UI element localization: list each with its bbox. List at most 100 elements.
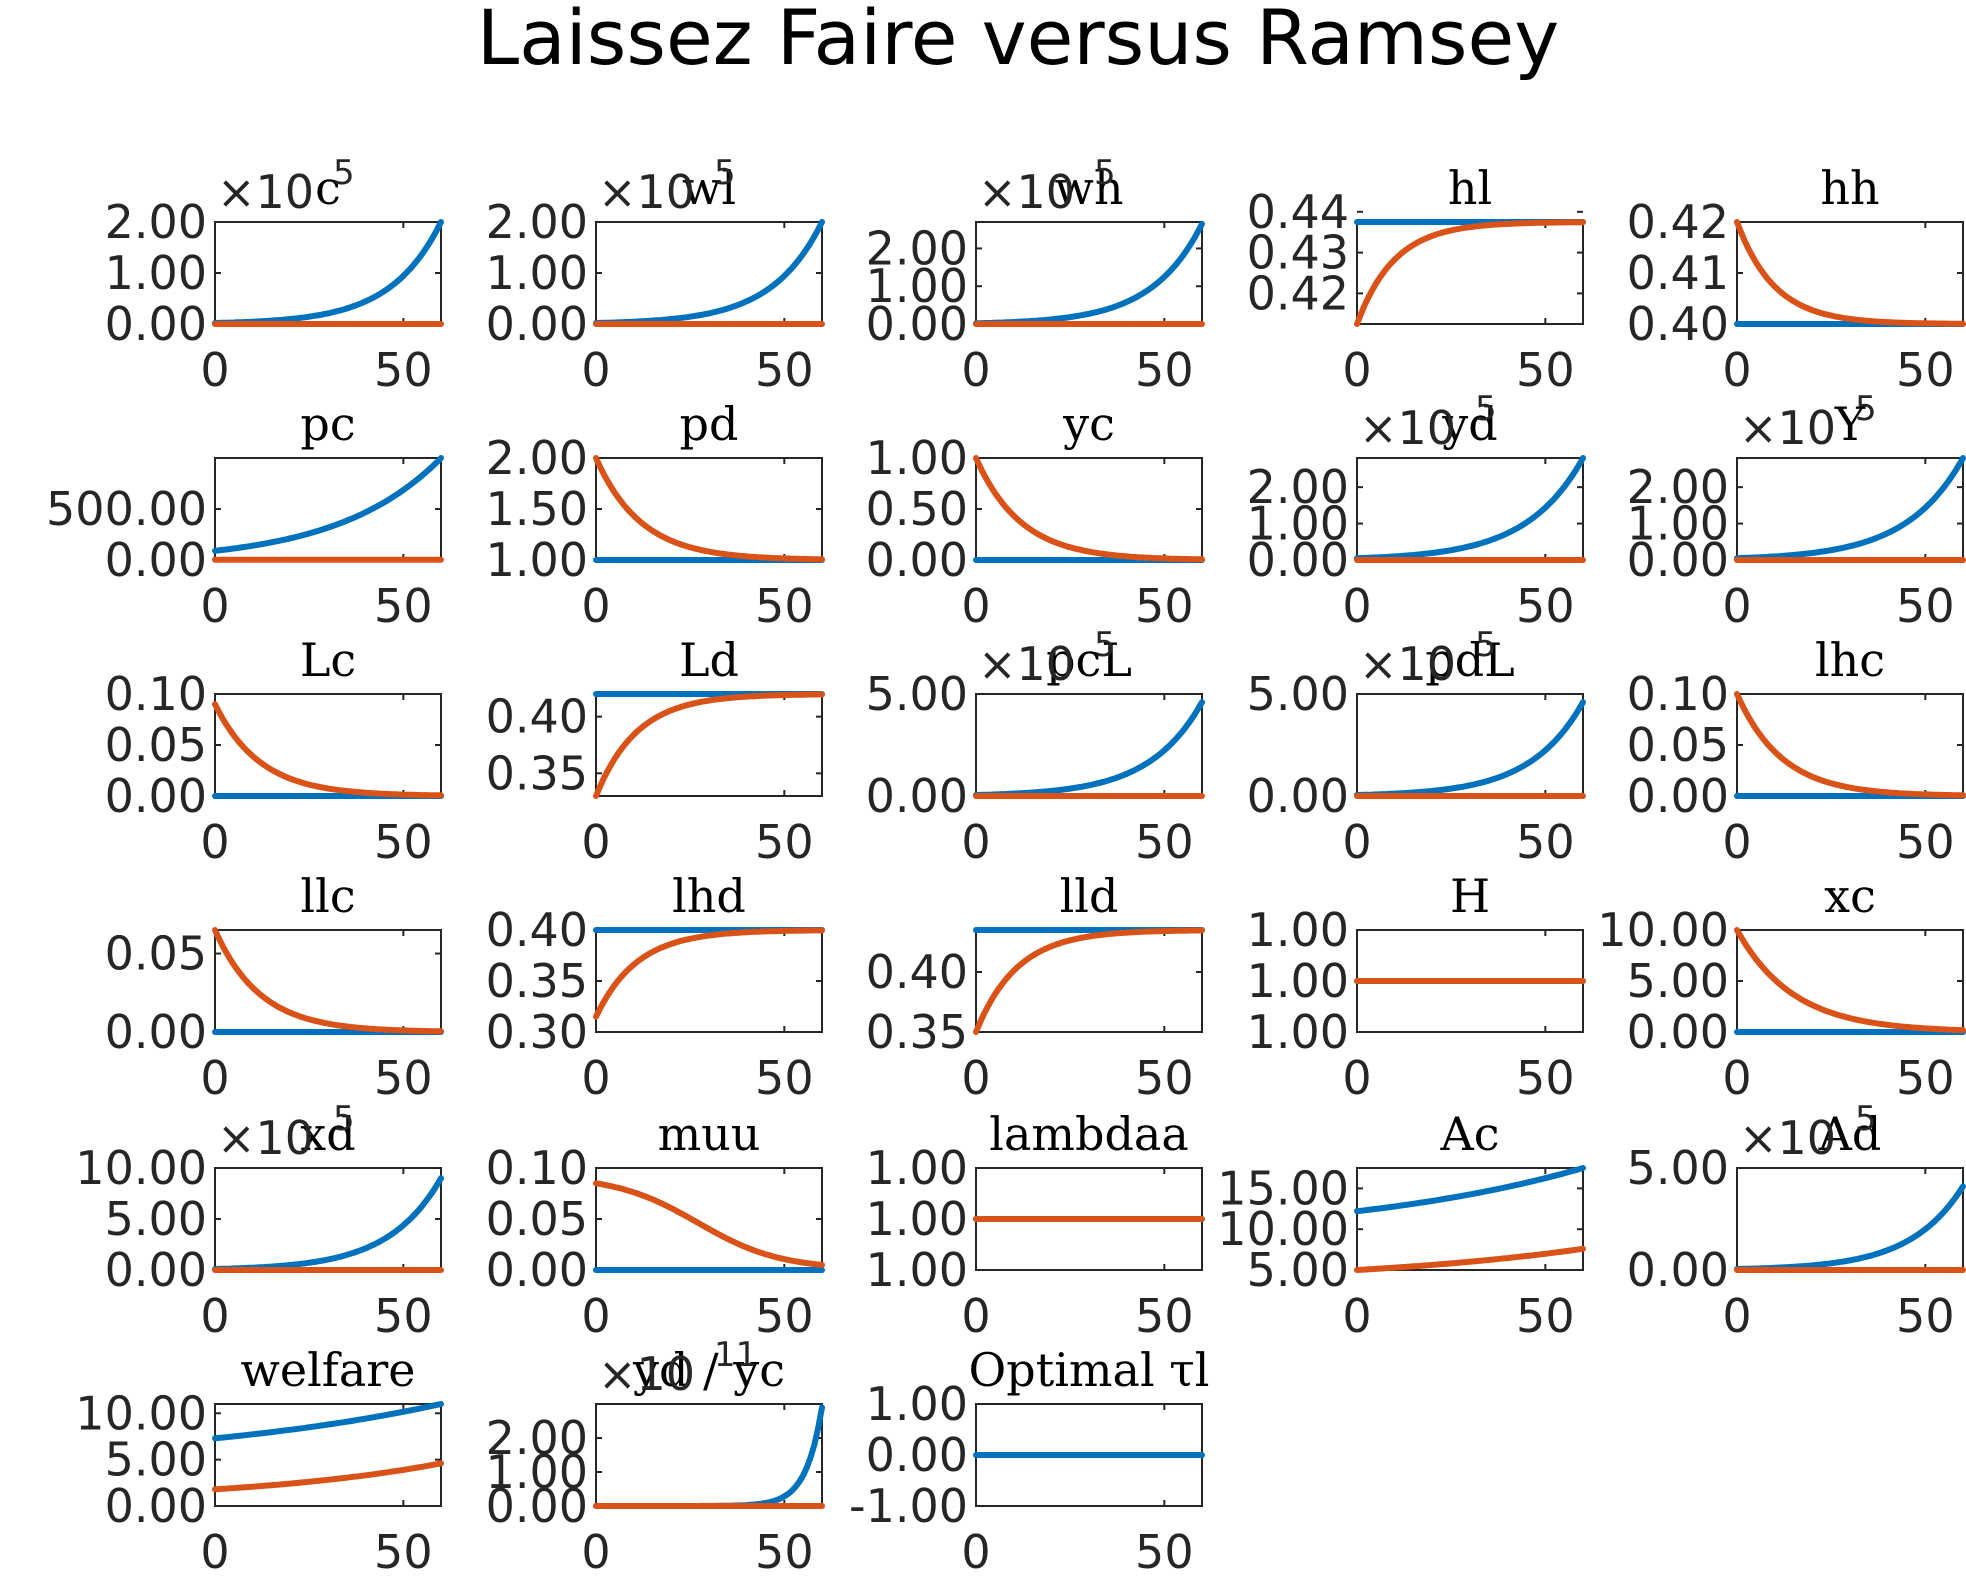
axes-box	[214, 929, 442, 1033]
subplot-pd: 0 50 1.001.502.00 pd	[486, 397, 825, 633]
x-tick-label: 50	[1135, 1289, 1194, 1343]
y-tick-label: 15.00	[1217, 1161, 1349, 1215]
x-tick-label: 50	[1516, 579, 1575, 633]
y-tick-label: 5.00	[105, 1433, 207, 1487]
y-tick-label: 0.00	[105, 1243, 207, 1297]
x-tick-label: 50	[1896, 1289, 1955, 1343]
y-tick-label: -1.00	[849, 1479, 968, 1533]
y-tick-label: 0.00	[1247, 769, 1349, 823]
y-tick-label: 0.00	[866, 297, 968, 351]
y-tick-label: 0.10	[1627, 667, 1729, 721]
y-tick-label: 0.00	[866, 533, 968, 587]
y-tick-label: 0.44	[1247, 185, 1349, 239]
x-tick-label: 50	[1516, 815, 1575, 869]
y-tick-label: 0.35	[486, 954, 588, 1008]
subplot-title: pc	[300, 397, 355, 451]
x-tick-label: 50	[1896, 579, 1955, 633]
y-tick-label: 1.00	[866, 259, 968, 313]
y-tick-label: 0.35	[866, 1005, 968, 1059]
series-line-2	[593, 927, 825, 1020]
x-tick-label: 50	[1135, 579, 1194, 633]
y-tick-label: 1.00	[1627, 497, 1729, 551]
axes-box	[595, 1167, 823, 1271]
x-tick-label: 0	[1342, 579, 1371, 633]
y-tick-label: 0.00	[105, 1479, 207, 1533]
series-line-2	[212, 1460, 444, 1493]
x-tick-label: 0	[200, 1525, 229, 1579]
subplot-title: llc	[300, 869, 355, 923]
y-tick-label: 0.35	[486, 746, 588, 800]
y-tick-label: 0.05	[486, 1192, 588, 1246]
axis-exponent-power: 5	[333, 1099, 355, 1139]
y-tick-label: 2.00	[486, 195, 588, 249]
x-tick-label: 0	[961, 343, 990, 397]
subplot-lc: 0 50 0.000.050.10 Lc	[105, 633, 444, 869]
y-tick-label: 1.00	[866, 1243, 968, 1297]
axis-exponent: ×10	[1739, 401, 1836, 455]
x-tick-label: 0	[581, 1525, 610, 1579]
y-tick-label: 0.00	[105, 769, 207, 823]
x-tick-label: 0	[1342, 815, 1371, 869]
subplot-title: Y	[1834, 397, 1866, 451]
subplot-ad: 0 50 0.00 5.00 Ad×10 5	[1627, 1099, 1966, 1343]
y-tick-label: 0.43	[1247, 226, 1349, 280]
series-line-2	[973, 927, 1205, 1035]
series-line-2	[973, 455, 1205, 563]
axis-exponent: ×10	[1739, 1111, 1836, 1165]
subplot-hl: 0 50 0.420.430.44 hl	[1247, 161, 1586, 397]
y-tick-label: 2.00	[486, 1411, 588, 1465]
x-tick-label: 0	[961, 1525, 990, 1579]
y-tick-label: 0.40	[486, 903, 588, 957]
x-tick-label: 0	[961, 579, 990, 633]
subplot-lhc: 0 50 0.000.050.10 lhc	[1627, 633, 1966, 869]
y-tick-label: 5.00	[866, 667, 968, 721]
axis-exponent: ×10	[598, 165, 695, 219]
x-tick-label: 0	[581, 343, 610, 397]
x-tick-label: 0	[200, 579, 229, 633]
subplot-wh: 0 50 0.001.002.00 wh×10 5	[866, 153, 1205, 397]
axes-box	[975, 457, 1203, 561]
x-tick-label: 50	[1896, 1051, 1955, 1105]
subplot-yd: 0 50 0.001.002.00 yd×10 5	[1247, 389, 1586, 633]
axis-exponent-power: 5	[1855, 389, 1877, 429]
x-tick-label: 0	[581, 1289, 610, 1343]
axes-box	[214, 693, 442, 797]
subplot-pdl: 0 50 0.00 5.00 pdL×10 5	[1247, 625, 1586, 869]
axis-exponent-power: 5	[1855, 1099, 1877, 1139]
series-line-2	[593, 691, 825, 799]
y-tick-label: 2.00	[105, 195, 207, 249]
y-tick-label: 0.05	[105, 718, 207, 772]
axis-exponent: ×10	[978, 165, 1075, 219]
y-tick-label: 0.00	[486, 297, 588, 351]
subplot-title: hh	[1820, 161, 1879, 215]
y-tick-label: 2.00	[1627, 460, 1729, 514]
y-tick-label: 0.42	[1627, 195, 1729, 249]
axes-box	[1736, 221, 1964, 325]
y-tick-label: 0.00	[866, 1428, 968, 1482]
axes-box	[1736, 693, 1964, 797]
subplot-yc: 0 50 0.000.501.00 yc	[866, 397, 1205, 633]
series-line-2	[1354, 1245, 1586, 1273]
subplot-title: Ad	[1818, 1107, 1882, 1161]
x-tick-label: 0	[200, 1051, 229, 1105]
subplot-yd-yc: 0 50 0.001.002.00 yd / yc×10 11	[486, 1335, 825, 1579]
y-tick-label: 5.00	[1627, 954, 1729, 1008]
y-tick-label: 1.00	[866, 431, 968, 485]
series-line-1	[1354, 455, 1586, 562]
y-tick-label: 2.00	[866, 221, 968, 275]
axes-box	[595, 693, 823, 797]
series-line-2	[1354, 219, 1586, 327]
y-tick-label: 0.05	[105, 927, 207, 981]
y-tick-label: 5.00	[1247, 667, 1349, 721]
subplot-muu: 0 50 0.000.050.10 muu	[486, 1107, 825, 1343]
x-tick-label: 0	[581, 579, 610, 633]
axis-exponent-power: 5	[714, 153, 736, 193]
subplot-lhd: 0 50 0.300.350.40 lhd	[486, 869, 825, 1105]
subplot-title: muu	[658, 1107, 761, 1161]
subplot-title: lld	[1060, 869, 1119, 923]
x-tick-label: 50	[374, 1051, 433, 1105]
x-tick-label: 50	[1516, 1289, 1575, 1343]
